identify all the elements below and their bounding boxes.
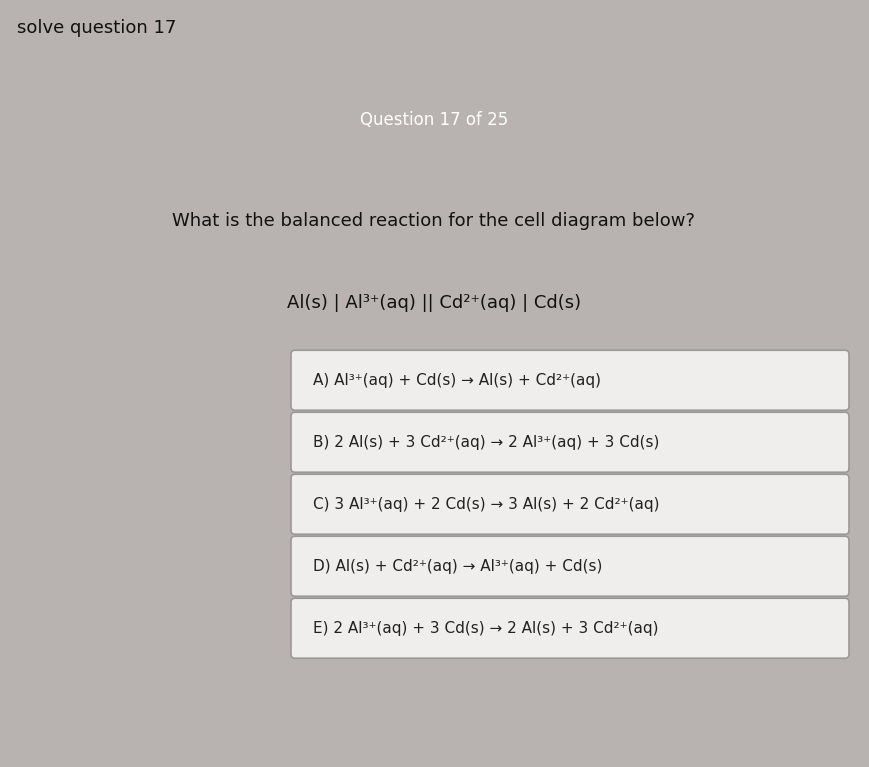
FancyBboxPatch shape bbox=[291, 474, 849, 535]
Text: D) Al(s) + Cd²⁺(aq) → Al³⁺(aq) + Cd(s): D) Al(s) + Cd²⁺(aq) → Al³⁺(aq) + Cd(s) bbox=[313, 558, 602, 574]
Text: E) 2 Al³⁺(aq) + 3 Cd(s) → 2 Al(s) + 3 Cd²⁺(aq): E) 2 Al³⁺(aq) + 3 Cd(s) → 2 Al(s) + 3 Cd… bbox=[313, 621, 659, 636]
FancyBboxPatch shape bbox=[291, 598, 849, 658]
Text: Question 17 of 25: Question 17 of 25 bbox=[361, 110, 508, 129]
Text: C) 3 Al³⁺(aq) + 2 Cd(s) → 3 Al(s) + 2 Cd²⁺(aq): C) 3 Al³⁺(aq) + 2 Cd(s) → 3 Al(s) + 2 Cd… bbox=[313, 497, 660, 512]
Text: A) Al³⁺(aq) + Cd(s) → Al(s) + Cd²⁺(aq): A) Al³⁺(aq) + Cd(s) → Al(s) + Cd²⁺(aq) bbox=[313, 373, 601, 388]
Text: B) 2 Al(s) + 3 Cd²⁺(aq) → 2 Al³⁺(aq) + 3 Cd(s): B) 2 Al(s) + 3 Cd²⁺(aq) → 2 Al³⁺(aq) + 3… bbox=[313, 435, 660, 449]
FancyBboxPatch shape bbox=[291, 351, 849, 410]
Text: What is the balanced reaction for the cell diagram below?: What is the balanced reaction for the ce… bbox=[173, 212, 695, 230]
FancyBboxPatch shape bbox=[291, 536, 849, 596]
Text: solve question 17: solve question 17 bbox=[17, 19, 176, 37]
FancyBboxPatch shape bbox=[291, 412, 849, 472]
Text: Al(s) | Al³⁺(aq) || Cd²⁺(aq) | Cd(s): Al(s) | Al³⁺(aq) || Cd²⁺(aq) | Cd(s) bbox=[287, 294, 581, 311]
